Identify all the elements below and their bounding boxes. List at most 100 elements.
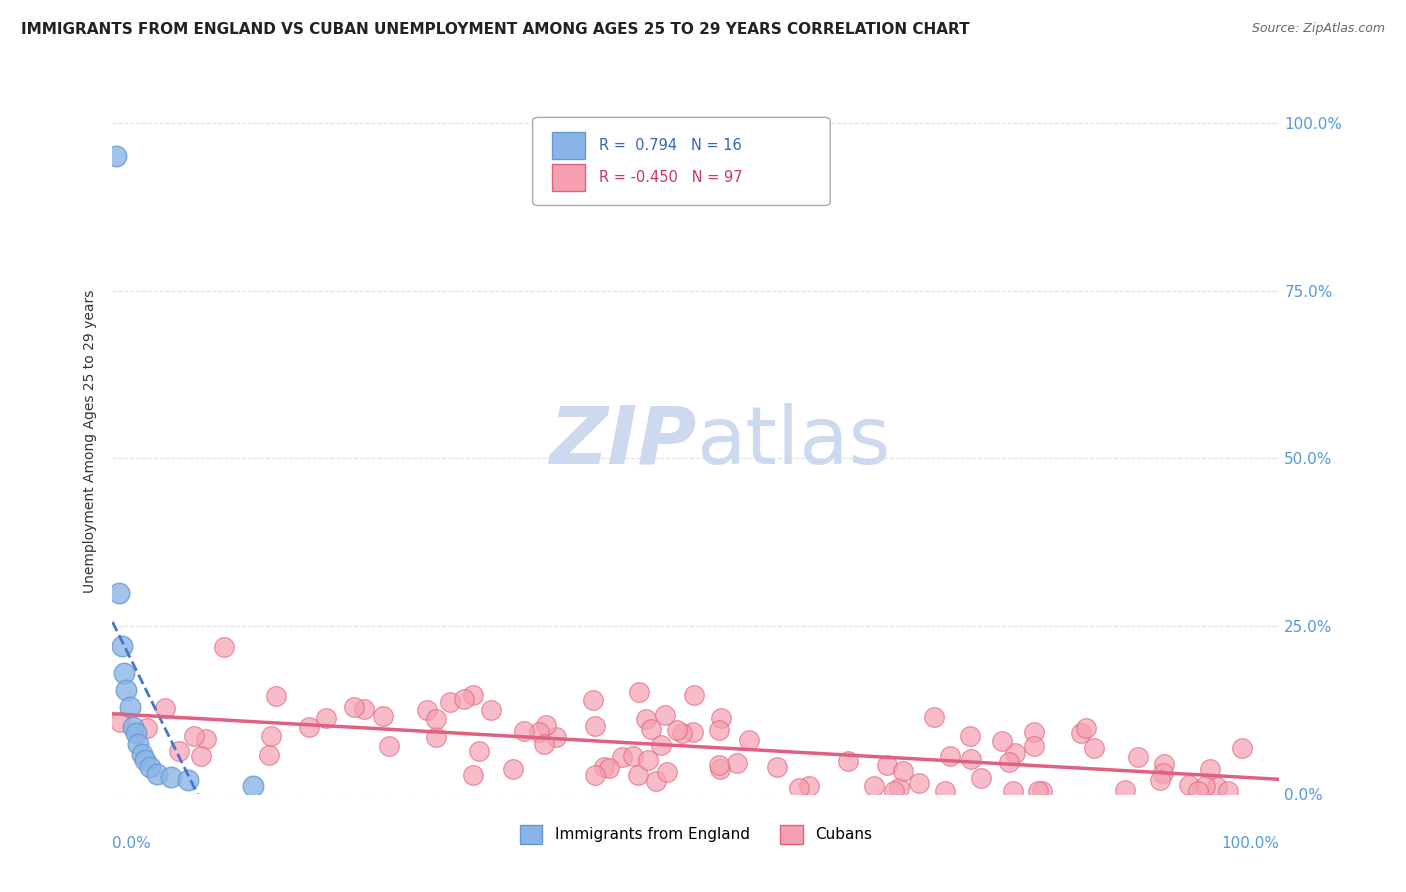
Point xyxy=(583,768,606,782)
Point xyxy=(991,734,1014,748)
Point xyxy=(153,701,176,715)
Point xyxy=(1070,725,1092,739)
Point xyxy=(907,776,929,790)
Point xyxy=(425,713,447,727)
Point xyxy=(1024,739,1046,753)
Text: Source: ZipAtlas.com: Source: ZipAtlas.com xyxy=(1251,22,1385,36)
Point xyxy=(108,585,131,599)
Point xyxy=(1074,721,1097,735)
Point xyxy=(343,700,366,714)
Text: atlas: atlas xyxy=(696,402,890,481)
Point xyxy=(536,718,558,732)
Point xyxy=(1199,762,1222,776)
Point xyxy=(934,783,956,797)
Point xyxy=(655,764,678,779)
FancyBboxPatch shape xyxy=(553,132,585,159)
Point xyxy=(134,753,156,767)
Point xyxy=(640,723,662,737)
Point xyxy=(598,761,620,775)
Point xyxy=(922,710,945,724)
Point xyxy=(297,720,319,734)
Point xyxy=(682,724,704,739)
Point xyxy=(623,749,645,764)
Point xyxy=(439,695,461,709)
Point xyxy=(125,726,148,740)
Point xyxy=(371,709,394,723)
Point xyxy=(479,703,502,717)
Point xyxy=(1128,750,1150,764)
Point xyxy=(115,682,138,697)
Point xyxy=(837,754,859,768)
Point xyxy=(177,773,200,788)
FancyBboxPatch shape xyxy=(553,164,585,191)
Point xyxy=(513,723,536,738)
Y-axis label: Unemployment Among Ages 25 to 29 years: Unemployment Among Ages 25 to 29 years xyxy=(83,290,97,593)
Point xyxy=(1028,783,1050,797)
Point xyxy=(637,753,659,767)
Point xyxy=(264,690,287,704)
Point xyxy=(425,730,447,744)
Point xyxy=(709,757,731,772)
Point xyxy=(160,770,183,784)
Point xyxy=(883,783,905,797)
Point xyxy=(583,719,606,733)
Point xyxy=(111,639,134,653)
Point xyxy=(645,774,668,789)
Point xyxy=(1004,746,1026,760)
FancyBboxPatch shape xyxy=(533,118,830,205)
Point xyxy=(650,738,672,752)
Text: R =  0.794   N = 16: R = 0.794 N = 16 xyxy=(599,138,742,153)
Point xyxy=(887,781,910,796)
Point xyxy=(592,760,614,774)
Point xyxy=(582,693,605,707)
Point xyxy=(665,723,688,738)
Point xyxy=(710,711,733,725)
Point xyxy=(1083,740,1105,755)
Point xyxy=(146,766,169,780)
Point xyxy=(654,707,676,722)
Point xyxy=(1001,783,1024,797)
Point xyxy=(190,748,212,763)
Point xyxy=(118,699,141,714)
Point xyxy=(112,666,135,681)
Point xyxy=(707,723,730,738)
Point xyxy=(612,750,634,764)
Point xyxy=(453,692,475,706)
Point xyxy=(634,712,657,726)
Point xyxy=(104,149,127,163)
Point xyxy=(131,747,153,761)
Point xyxy=(377,739,399,754)
Text: ZIP: ZIP xyxy=(548,402,696,481)
Point xyxy=(136,721,159,735)
Point xyxy=(257,747,280,762)
Point xyxy=(789,780,811,795)
Point xyxy=(863,779,886,793)
Point xyxy=(876,758,898,772)
Point xyxy=(214,640,236,654)
Point xyxy=(468,744,491,758)
Point xyxy=(765,760,787,774)
Point xyxy=(1153,756,1175,771)
Legend: Immigrants from England, Cubans: Immigrants from England, Cubans xyxy=(513,819,879,850)
Point xyxy=(463,767,485,781)
Point xyxy=(671,726,693,740)
Point xyxy=(1031,783,1053,797)
Point xyxy=(260,730,283,744)
Point xyxy=(1187,783,1209,797)
Point xyxy=(1114,782,1136,797)
Point xyxy=(998,756,1021,770)
Point xyxy=(463,688,485,702)
Point xyxy=(627,685,650,699)
Point xyxy=(502,762,524,776)
Point xyxy=(1216,783,1239,797)
Point xyxy=(416,703,439,717)
Point xyxy=(127,737,149,751)
Point xyxy=(169,744,191,758)
Point xyxy=(1149,772,1171,787)
Point xyxy=(533,737,555,751)
Point xyxy=(939,749,962,764)
Point xyxy=(139,760,162,774)
Point xyxy=(725,756,748,770)
Point xyxy=(183,729,205,743)
Point xyxy=(797,779,820,793)
